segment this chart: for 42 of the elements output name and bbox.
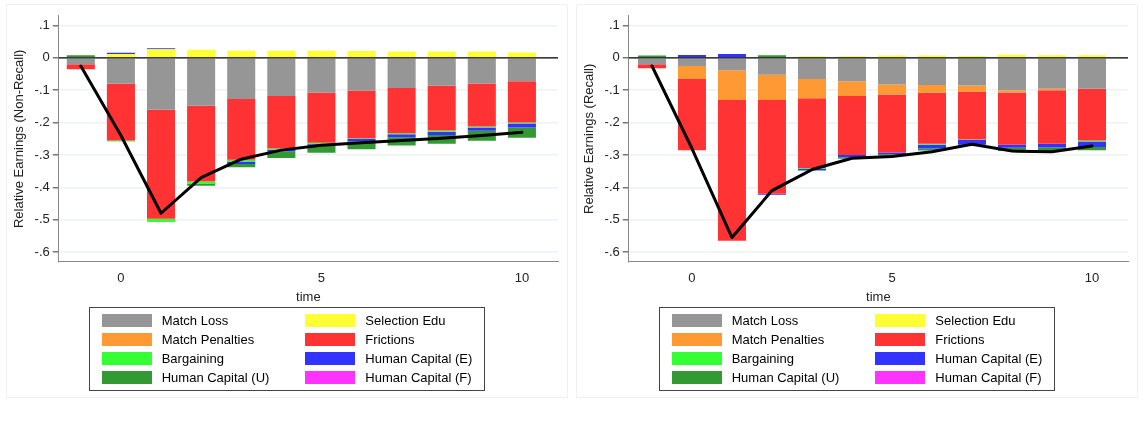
y-tick-label: -.6 (34, 243, 50, 259)
x-axis-title: time (296, 288, 321, 304)
x-tick-label: 0 (117, 270, 125, 286)
y-tick-label: .1 (38, 17, 50, 33)
y-tick-label: -.3 (604, 146, 620, 162)
y-tick-label: 0 (42, 49, 50, 65)
y-tick-label: -.2 (604, 114, 620, 130)
y-axis-title: Relative Earnings (Recall) (581, 63, 597, 214)
legend-label: Bargaining (731, 351, 794, 366)
legend-label: Human Capital (U) (731, 370, 840, 385)
x-tick-label: 10 (1084, 270, 1100, 286)
y-tick-label: 0 (612, 49, 620, 65)
y-tick-label: -.3 (34, 146, 50, 162)
legend-label: Bargaining (161, 351, 224, 366)
x-axis-title: time (866, 288, 891, 304)
x-tick-label: 10 (514, 270, 530, 286)
legend-label: Match Penalties (731, 332, 825, 347)
legend-label: Human Capital (F) (935, 370, 1042, 385)
y-tick-label: -.6 (604, 243, 620, 259)
legend-label: Match Penalties (161, 332, 255, 347)
y-tick-label: -.1 (34, 81, 50, 97)
legend-label: Frictions (935, 332, 985, 347)
legend-label: Selection Edu (935, 313, 1016, 328)
y-tick-label: -.5 (604, 211, 620, 227)
y-tick-label: -.1 (604, 81, 620, 97)
legend-label: Match Loss (731, 313, 799, 328)
legend-label: Frictions (365, 332, 415, 347)
y-tick-label: -.5 (34, 211, 50, 227)
y-tick-label: .1 (608, 17, 620, 33)
legend-label: Match Loss (161, 313, 229, 328)
x-tick-label: 0 (688, 270, 696, 286)
x-tick-label: 5 (888, 270, 896, 286)
y-tick-label: -.4 (34, 178, 50, 194)
x-tick-label: 5 (317, 270, 326, 286)
legend-label: Human Capital (U) (161, 370, 270, 385)
legend-label: Human Capital (F) (365, 370, 472, 385)
y-axis-title: Relative Earnings (Non-Recall) (11, 49, 27, 229)
legend-label: Human Capital (E) (935, 351, 1043, 366)
y-tick-label: -.2 (34, 114, 50, 130)
legend-label: Human Capital (E) (365, 351, 473, 366)
legend-label: Selection Edu (365, 313, 446, 328)
y-tick-label: -.4 (604, 178, 620, 194)
